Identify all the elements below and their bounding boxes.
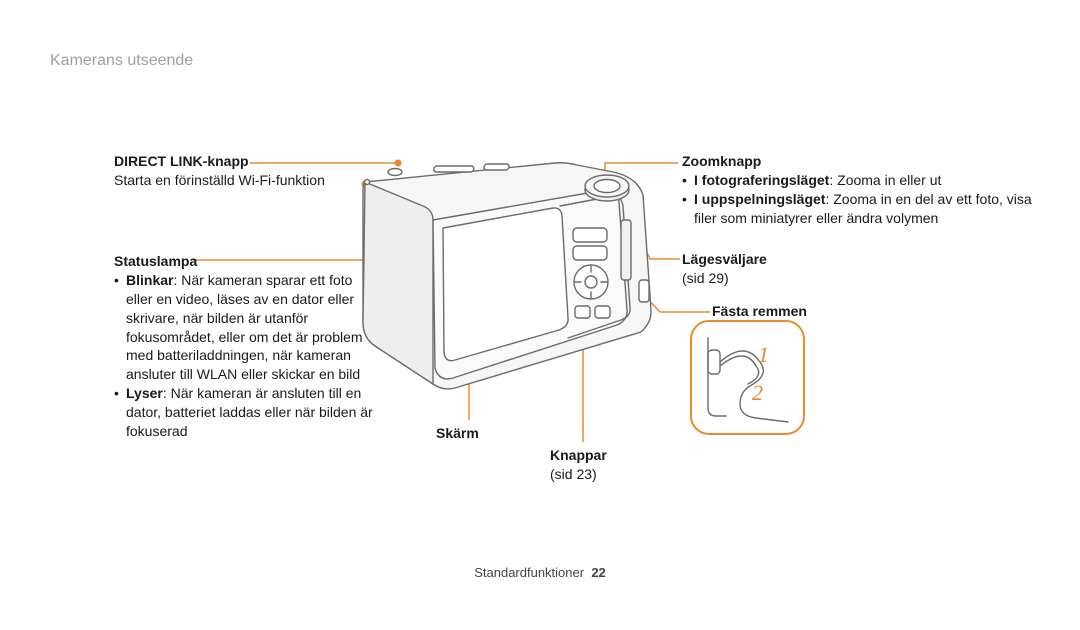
- page-footer: Standardfunktioner 22: [0, 565, 1080, 580]
- label-zoom: Zoomknapp I fotograferingsläget: Zooma i…: [682, 152, 1037, 228]
- strap-step-1: 1: [758, 342, 769, 367]
- status-title: Statuslampa: [114, 253, 197, 269]
- screen-title: Skärm: [436, 425, 479, 441]
- label-status: Statuslampa Blinkar: När kameran sparar …: [114, 252, 374, 441]
- mode-ref: (sid 29): [682, 270, 729, 286]
- status-b2: Lyser: När kameran är ansluten till en d…: [114, 384, 374, 441]
- direct-link-desc: Starta en förinställd Wi-Fi-funktion: [114, 172, 325, 188]
- zoom-b1-label: I fotograferingsläget: [694, 172, 829, 188]
- buttons-title: Knappar: [550, 447, 607, 463]
- zoom-b2: I uppspelningsläget: Zooma in en del av …: [682, 190, 1037, 228]
- buttons-ref: (sid 23): [550, 466, 597, 482]
- zoom-b2-label: I uppspelningsläget: [694, 191, 825, 207]
- status-b1-text: : När kameran sparar ett foto eller en v…: [126, 272, 363, 382]
- status-b2-text: : När kameran är ansluten till en dator,…: [126, 385, 373, 439]
- status-b1: Blinkar: När kameran sparar ett foto ell…: [114, 271, 374, 384]
- strap-inset: 1 2: [690, 320, 805, 435]
- label-direct-link: DIRECT LINK-knapp Starta en förinställd …: [114, 152, 354, 190]
- footer-section: Standardfunktioner: [474, 565, 584, 580]
- direct-link-title: DIRECT LINK-knapp: [114, 153, 249, 169]
- label-buttons: Knappar (sid 23): [550, 446, 607, 484]
- zoom-b1-text: : Zooma in eller ut: [829, 172, 941, 188]
- zoom-b1: I fotograferingsläget: Zooma in eller ut: [682, 171, 1037, 190]
- strap-step-2: 2: [752, 380, 763, 405]
- footer-page: 22: [591, 565, 605, 580]
- strap-title: Fästa remmen: [712, 303, 807, 319]
- status-b1-label: Blinkar: [126, 272, 173, 288]
- page-header: Kamerans utseende: [50, 52, 193, 70]
- status-b2-label: Lyser: [126, 385, 163, 401]
- label-mode: Lägesväljare (sid 29): [682, 250, 767, 288]
- label-strap: Fästa remmen: [712, 302, 807, 321]
- zoom-title: Zoomknapp: [682, 153, 761, 169]
- mode-title: Lägesväljare: [682, 251, 767, 267]
- label-screen: Skärm: [436, 424, 479, 443]
- camera-illustration: [355, 160, 665, 410]
